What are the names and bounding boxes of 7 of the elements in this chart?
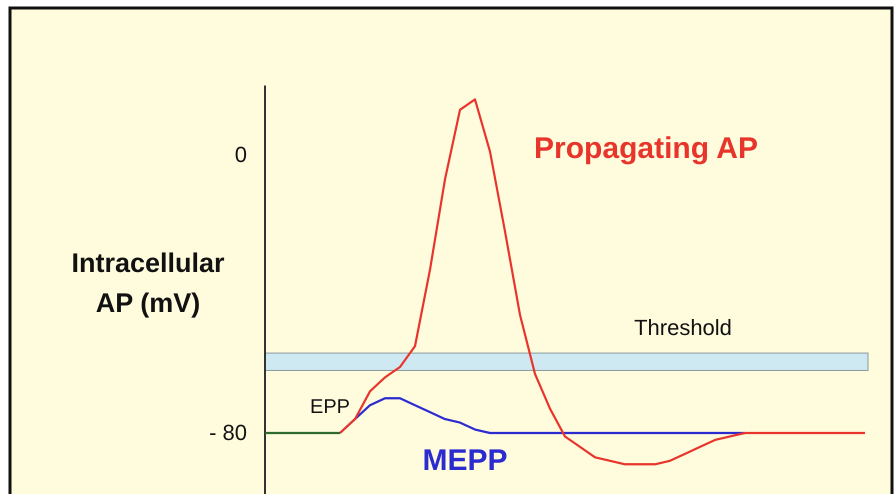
band-label: Threshold [634,315,732,340]
series-label: Propagating AP [534,132,758,165]
y-tick-label: 0 [234,142,247,168]
series-label: MEPP [422,444,508,477]
annotation: EPP [310,396,350,418]
y-axis-title: Intracellular AP (mV) [71,248,226,318]
y-tick-label: - 80 [209,420,247,446]
